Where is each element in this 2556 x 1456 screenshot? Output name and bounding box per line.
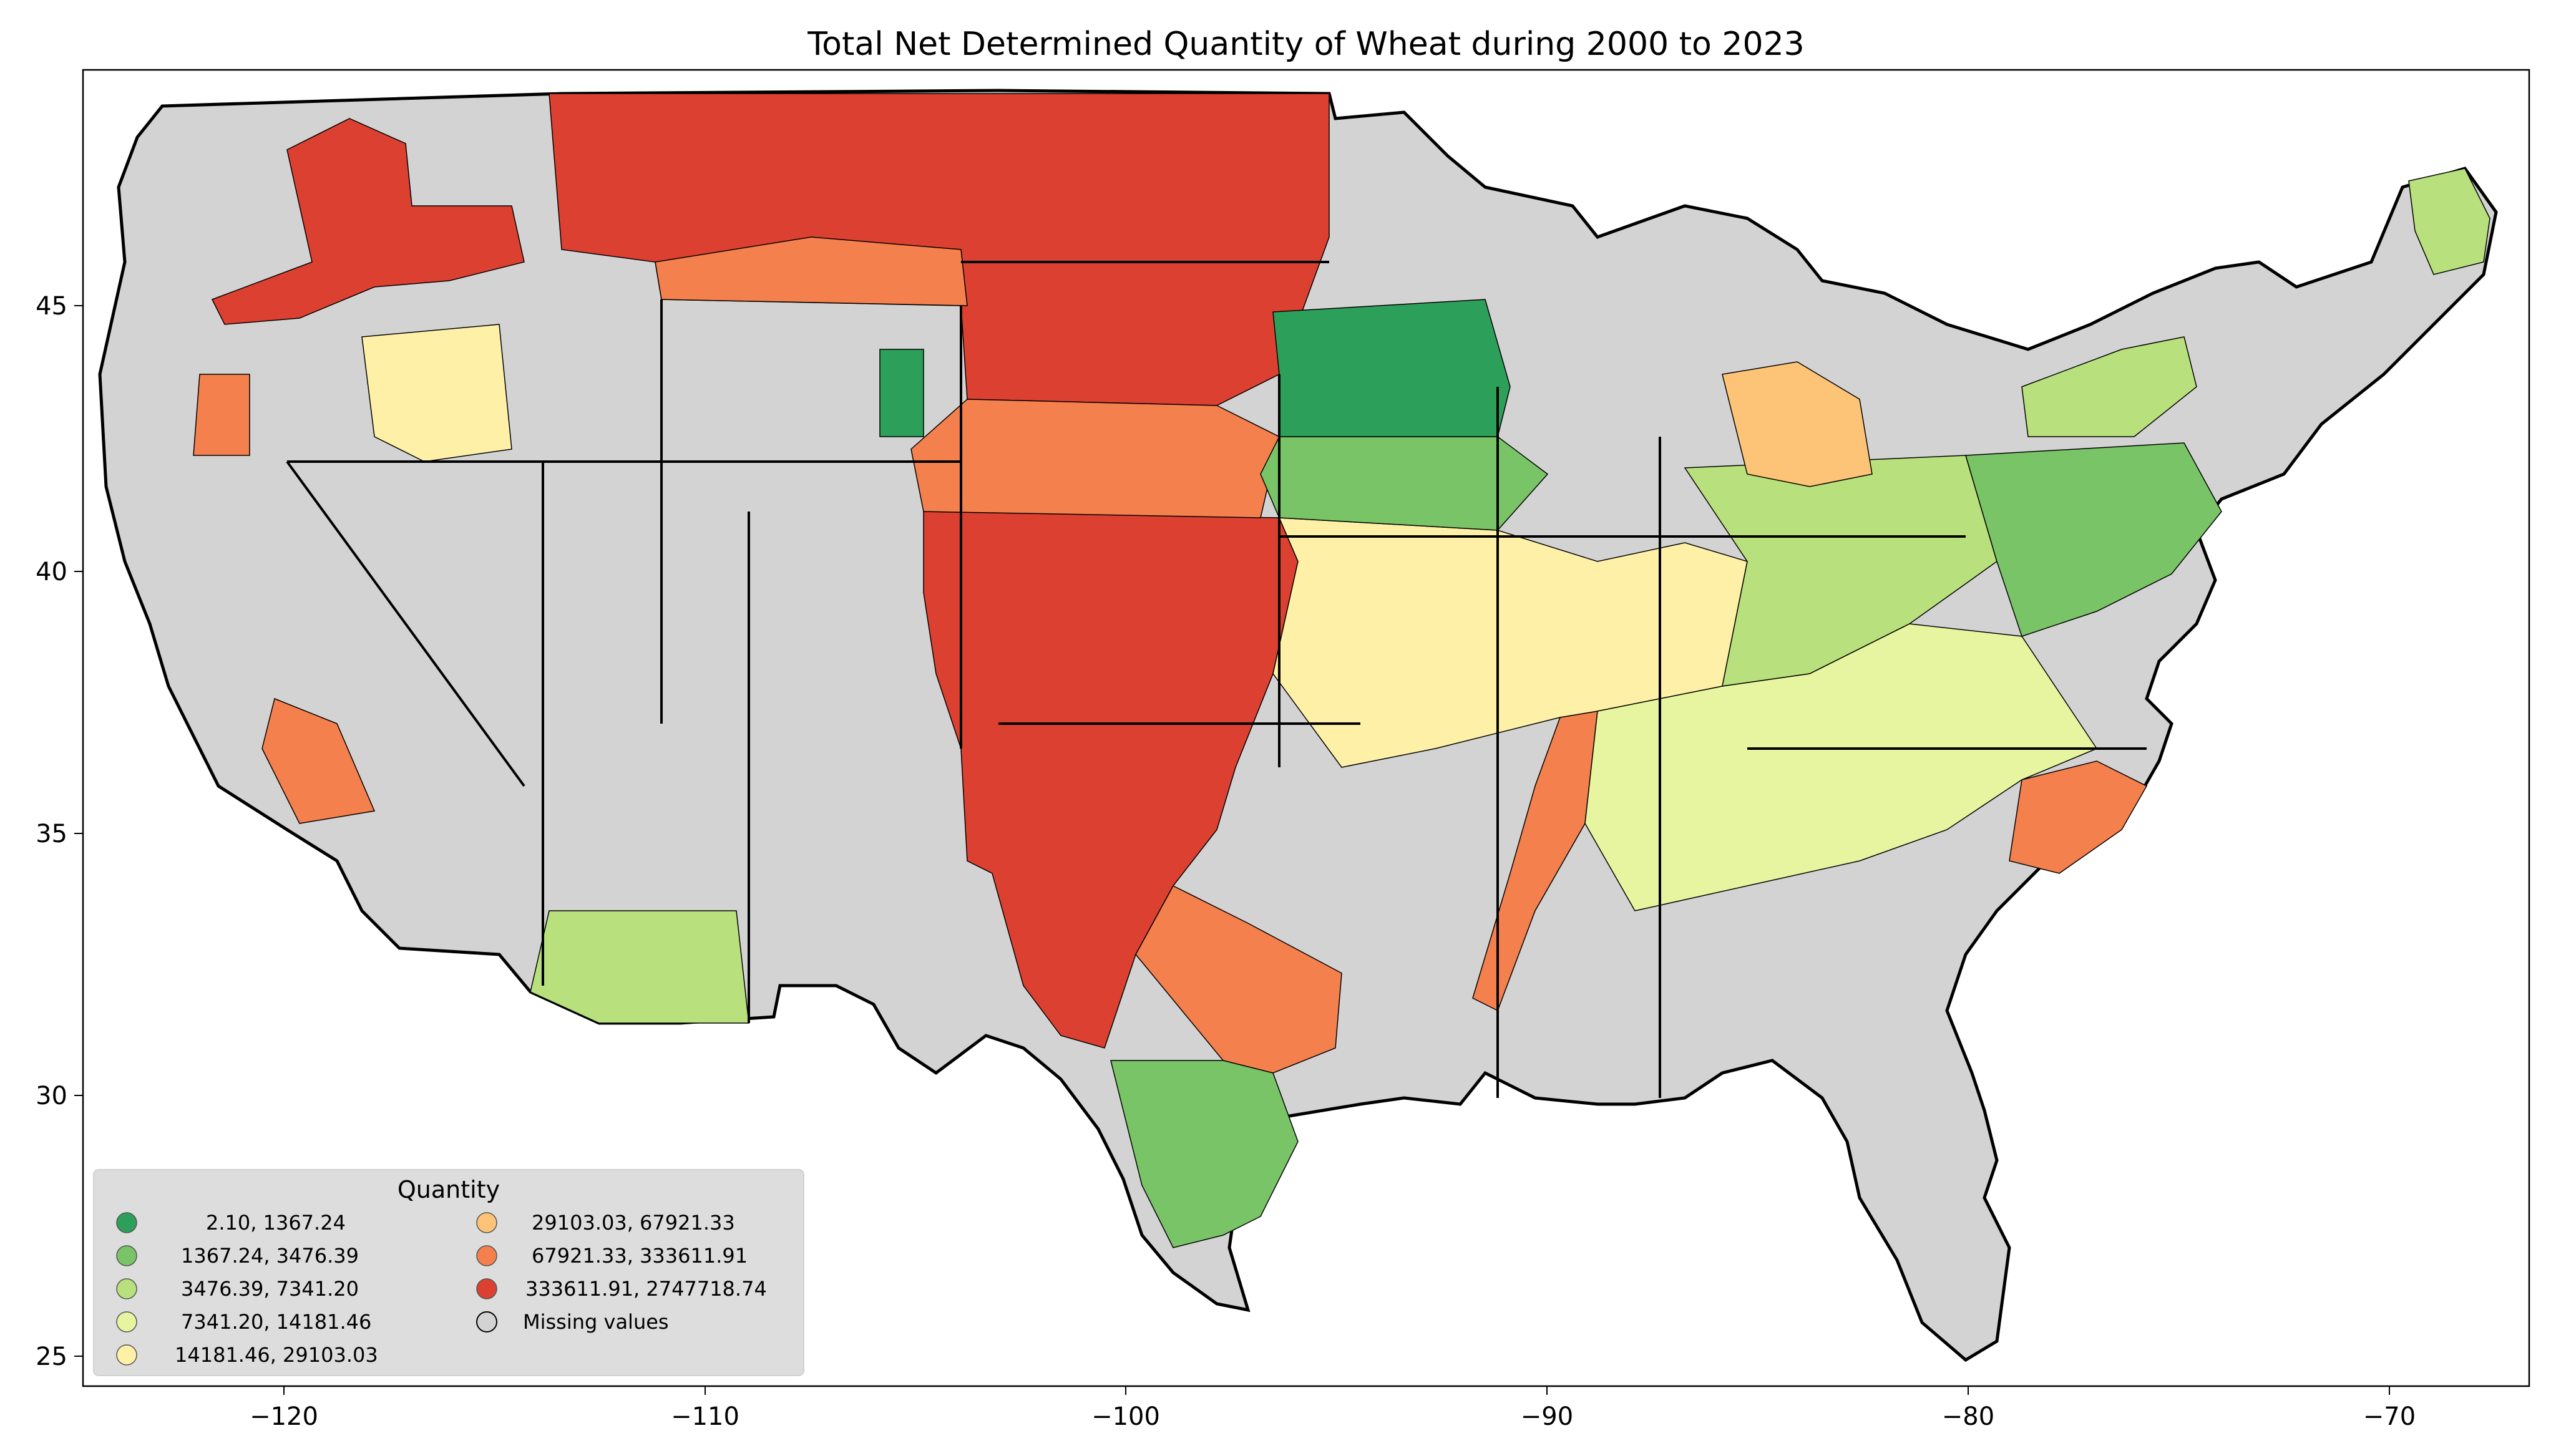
region-colorado-green (879, 349, 924, 437)
x-tick-label: −90 (1521, 1402, 1573, 1431)
legend-title: Quantity (398, 1176, 500, 1203)
legend-swatch (116, 1311, 137, 1332)
legend-label: 1367.24, 3476.39 (181, 1244, 359, 1268)
legend-swatch (476, 1245, 497, 1266)
x-tick-label: −80 (1942, 1402, 1994, 1431)
region-mid-atlantic (1965, 442, 2222, 637)
region-idaho-yellow (361, 324, 512, 462)
legend-label: Missing values (523, 1310, 669, 1334)
x-tick-label: −100 (1091, 1402, 1160, 1431)
legend-label: 67921.33, 333611.91 (532, 1244, 748, 1268)
x-axis: −120 −110 −100 −90 −80 −70 (250, 1386, 2416, 1431)
axes-frame (82, 69, 2530, 1387)
y-tick-label: 40 (36, 558, 67, 586)
y-tick-label: 25 (36, 1342, 67, 1371)
legend-label: 333611.91, 2747718.74 (525, 1277, 767, 1301)
legend-label: 14181.46, 29103.03 (175, 1343, 378, 1367)
region-texas-green (1110, 1060, 1299, 1248)
region-southeast-mixed (1584, 623, 2098, 911)
region-pacific-nw (211, 118, 525, 325)
legend-label: 7341.20, 14181.46 (181, 1310, 371, 1334)
legend: Quantity 2.10, 1367.24 1367.24, 3476.39 … (93, 1169, 804, 1376)
legend-swatch (116, 1344, 137, 1366)
y-tick-label: 30 (36, 1082, 67, 1110)
legend-label: 3476.39, 7341.20 (181, 1277, 359, 1301)
region-michigan (1722, 361, 1873, 487)
region-oregon-orange (193, 374, 250, 456)
region-ca-valley (261, 697, 376, 824)
region-arizona-green (530, 910, 749, 1024)
region-corn-belt-green (1260, 436, 1549, 531)
state-boundaries (286, 261, 2147, 1098)
legend-swatch-missing (476, 1311, 497, 1332)
legend-swatch (476, 1278, 497, 1299)
region-plains-fringe (910, 399, 1280, 518)
x-tick-label: −110 (671, 1402, 739, 1431)
region-iowa-green (1272, 299, 1511, 437)
y-tick-label: 45 (36, 292, 67, 321)
x-tick-label: −70 (2363, 1402, 2416, 1431)
legend-swatch (476, 1212, 497, 1233)
legend-label: 29103.03, 67921.33 (532, 1211, 735, 1235)
x-tick-label: −120 (250, 1402, 318, 1431)
legend-label: 2.10, 1367.24 (206, 1211, 346, 1235)
y-tick-label: 35 (36, 820, 67, 848)
map-layer (98, 89, 2498, 1362)
legend-swatch (116, 1245, 137, 1266)
legend-swatch (116, 1278, 137, 1299)
region-ny (2021, 336, 2197, 437)
legend-box (93, 1169, 804, 1376)
region-maine (2408, 168, 2490, 275)
region-texas-orange (1135, 885, 1342, 1074)
y-axis: 25 30 35 40 45 (36, 292, 83, 1371)
legend-swatch (116, 1212, 137, 1233)
region-nc-coastal (2009, 760, 2148, 874)
region-montana-west (655, 236, 968, 306)
map-title: Total Net Determined Quantity of Wheat d… (807, 26, 1805, 63)
